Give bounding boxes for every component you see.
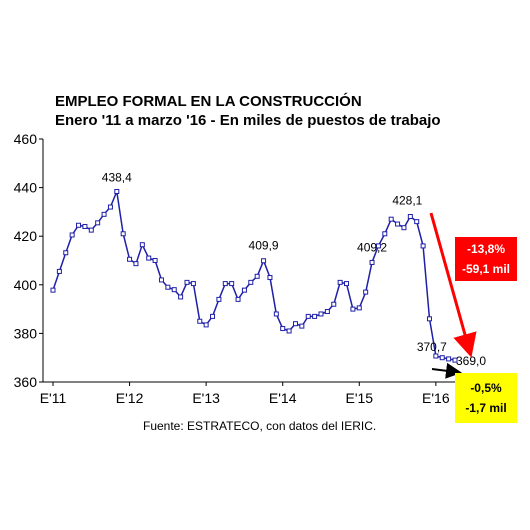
y-tick-label: 360	[14, 374, 38, 390]
data-point	[280, 326, 286, 332]
data-point	[388, 216, 394, 222]
data-point	[439, 355, 445, 361]
data-point	[420, 243, 426, 249]
data-point	[127, 256, 133, 262]
data-point	[331, 301, 337, 307]
data-point	[363, 289, 369, 295]
data-point	[203, 322, 209, 328]
data-point	[248, 279, 254, 285]
data-label: 438,4	[102, 170, 132, 184]
red-callout-percent: -13,8%	[466, 242, 506, 256]
data-point	[407, 214, 413, 220]
data-point	[101, 211, 107, 217]
data-point	[286, 328, 292, 334]
data-point	[229, 281, 235, 287]
data-point	[56, 268, 62, 274]
data-point	[261, 258, 267, 264]
data-point	[146, 255, 152, 261]
data-point	[344, 281, 350, 287]
data-point	[318, 311, 324, 317]
data-point	[356, 305, 362, 311]
data-point	[69, 232, 75, 238]
red-trend-arrow	[429, 212, 477, 358]
x-tick-label: E'16	[422, 390, 450, 406]
chart-subtitle: Enero '11 a marzo '16 - En miles de pues…	[55, 112, 441, 129]
data-point	[158, 277, 164, 283]
yellow-callout-amount: -1,7 mil	[465, 401, 507, 415]
data-point	[139, 242, 145, 248]
data-point	[382, 231, 388, 237]
x-tick-label: E'11	[40, 390, 67, 406]
data-point	[171, 287, 177, 293]
data-point	[190, 281, 196, 287]
data-point	[401, 225, 407, 231]
data-point	[184, 279, 190, 285]
data-point	[254, 273, 260, 279]
data-point	[178, 294, 184, 300]
data-label: 370,7	[417, 340, 447, 354]
data-point	[216, 296, 222, 302]
data-point	[433, 353, 439, 359]
data-point	[395, 221, 401, 227]
yellow-callout-percent: -0,5%	[470, 381, 502, 395]
x-tick-label: E'15	[345, 390, 373, 406]
data-point	[120, 231, 126, 237]
data-point	[152, 258, 158, 263]
data-point	[95, 220, 101, 226]
data-point	[50, 287, 56, 293]
source-note: Fuente: ESTRATECO, con datos del IERIC.	[143, 419, 377, 433]
data-point	[299, 323, 305, 329]
red-callout-amount: -59,1 mil	[461, 262, 511, 276]
data-label: 409,9	[249, 239, 279, 253]
series-line	[52, 188, 456, 361]
y-tick-label: 440	[14, 180, 38, 196]
y-tick-label: 400	[14, 277, 38, 293]
data-label: 428,1	[392, 194, 422, 208]
data-point	[324, 309, 330, 315]
data-point	[446, 356, 452, 362]
data-point	[414, 219, 420, 225]
data-point	[222, 281, 228, 287]
data-point	[452, 357, 458, 363]
data-point	[133, 261, 139, 267]
data-point	[305, 313, 311, 319]
data-point	[312, 313, 318, 319]
data-point	[63, 250, 69, 256]
y-tick-label: 380	[14, 325, 38, 341]
data-point	[197, 318, 203, 324]
y-tick-label: 460	[14, 131, 38, 147]
data-point	[82, 223, 88, 229]
black-trend-arrow	[431, 362, 462, 379]
chart-title: EMPLEO FORMAL EN LA CONSTRUCCIÓN	[55, 93, 362, 110]
data-point	[350, 306, 356, 312]
y-tick-label: 420	[14, 228, 38, 244]
data-label: 369,0	[456, 354, 486, 368]
data-point	[267, 275, 273, 281]
data-point	[76, 222, 82, 228]
data-point	[241, 287, 247, 293]
data-point	[114, 188, 120, 194]
data-point	[88, 227, 94, 233]
x-tick-label: E'13	[192, 390, 220, 406]
data-point	[426, 316, 432, 322]
data-point	[273, 311, 279, 317]
data-point	[292, 321, 298, 327]
data-label: 409,2	[357, 240, 387, 254]
x-tick-label: E'14	[269, 390, 297, 406]
data-point	[235, 296, 241, 302]
data-point	[107, 204, 113, 210]
data-point	[375, 243, 381, 249]
data-point	[369, 259, 375, 265]
data-point	[165, 284, 171, 290]
data-point	[210, 313, 216, 319]
red-change-callout: -13,8% -59,1 mil	[455, 237, 517, 281]
yellow-change-callout: -0,5% -1,7 mil	[455, 373, 517, 423]
data-point	[337, 279, 343, 285]
x-tick-label: E'12	[116, 390, 144, 406]
